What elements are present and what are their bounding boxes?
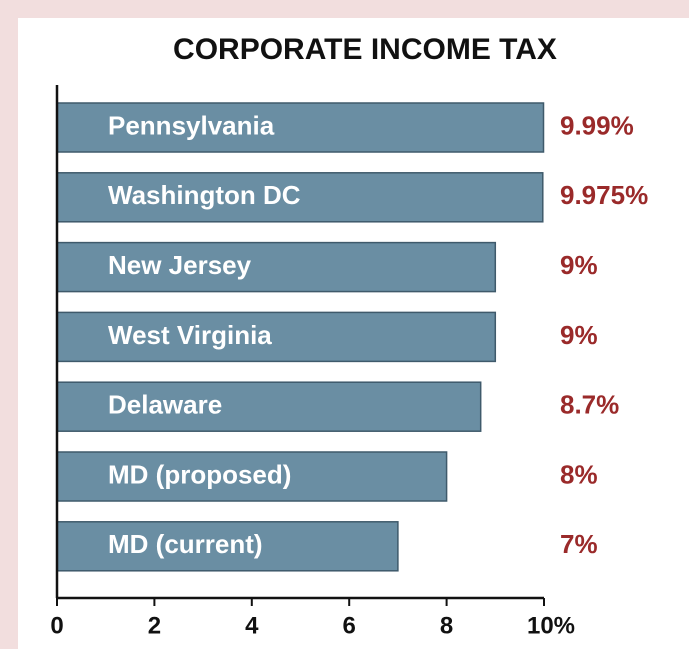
value-label: 9%	[560, 250, 598, 280]
x-tick-label: 4	[245, 612, 259, 639]
category-label: West Virginia	[108, 320, 272, 350]
value-label: 7%	[560, 529, 598, 559]
category-label: MD (current)	[108, 529, 263, 559]
category-label: Washington DC	[108, 180, 301, 210]
x-tick-label: 10%	[527, 612, 575, 639]
value-label: 9.99%	[560, 110, 634, 140]
category-label: MD (proposed)	[108, 459, 291, 489]
bar	[56, 451, 448, 502]
bar	[56, 311, 497, 363]
value-label: 9%	[560, 320, 598, 350]
bar	[56, 172, 544, 223]
x-tick-label: 6	[343, 612, 356, 639]
value-label: 8%	[560, 459, 598, 489]
value-label: 8.7%	[560, 390, 619, 420]
x-tick-label: 0	[50, 612, 63, 639]
category-label: Pennsylvania	[108, 110, 275, 140]
x-tick-label: 8	[440, 612, 453, 639]
bar	[56, 102, 545, 153]
x-tick-label: 2	[148, 612, 161, 639]
bar	[56, 381, 482, 432]
category-label: Delaware	[108, 390, 222, 420]
category-label: New Jersey	[108, 250, 252, 280]
value-label: 9.975%	[560, 180, 648, 210]
chart-title: CORPORATE INCOME TAX	[173, 33, 557, 66]
bar	[56, 241, 497, 293]
bar	[56, 521, 399, 572]
